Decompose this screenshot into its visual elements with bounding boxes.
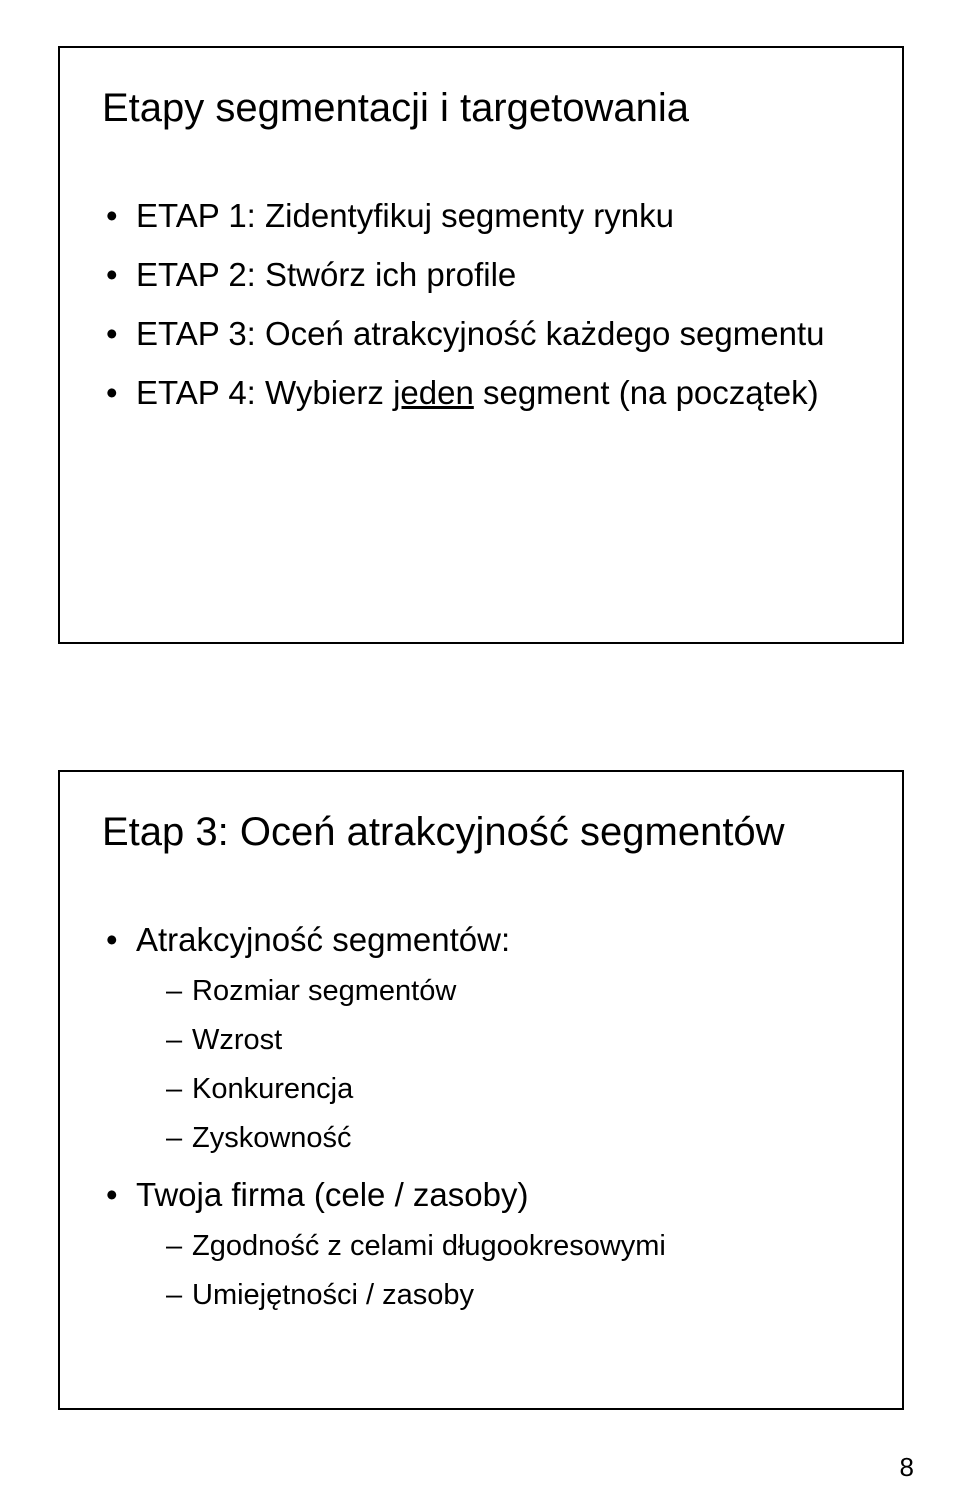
sub-bullet-item: Rozmiar segmentów [136,969,860,1014]
bullet-underline: jeden [393,374,474,411]
sub-bullets: Zgodność z celami długookresowymi Umieję… [136,1224,860,1318]
bullet-text: Twoja firma (cele / zasoby) [136,1176,528,1213]
slide-2-bullets: Atrakcyjność segmentów: Rozmiar segmentó… [102,914,860,1318]
sub-bullet-item: Zyskowność [136,1116,860,1161]
sub-bullet-item: Zgodność z celami długookresowymi [136,1224,860,1269]
bullet-item: ETAP 1: Zidentyfikuj segmenty rynku [102,190,860,241]
slide-1-bullets: ETAP 1: Zidentyfikuj segmenty rynku ETAP… [102,190,860,419]
bullet-item: ETAP 3: Oceń atrakcyjność każdego segmen… [102,308,860,359]
slide-1-title: Etapy segmentacji i targetowania [102,84,860,132]
slide-2: Etap 3: Oceń atrakcyjność segmentów Atra… [58,770,904,1410]
bullet-item: Twoja firma (cele / zasoby) Zgodność z c… [102,1169,860,1318]
page: Etapy segmentacji i targetowania ETAP 1:… [0,0,960,1501]
bullet-text: ETAP 4: Wybierz [136,374,393,411]
slide-2-title: Etap 3: Oceń atrakcyjność segmentów [102,808,860,856]
page-number: 8 [900,1452,914,1483]
bullet-item: ETAP 2: Stwórz ich profile [102,249,860,300]
sub-bullet-item: Umiejętności / zasoby [136,1273,860,1318]
sub-bullets: Rozmiar segmentów Wzrost Konkurencja Zys… [136,969,860,1161]
sub-bullet-item: Konkurencja [136,1067,860,1112]
bullet-item: ETAP 4: Wybierz jeden segment (na począt… [102,367,860,418]
bullet-text: Atrakcyjność segmentów: [136,921,510,958]
bullet-item: Atrakcyjność segmentów: Rozmiar segmentó… [102,914,860,1161]
bullet-text: segment (na początek) [474,374,819,411]
sub-bullet-item: Wzrost [136,1018,860,1063]
slide-1: Etapy segmentacji i targetowania ETAP 1:… [58,46,904,644]
